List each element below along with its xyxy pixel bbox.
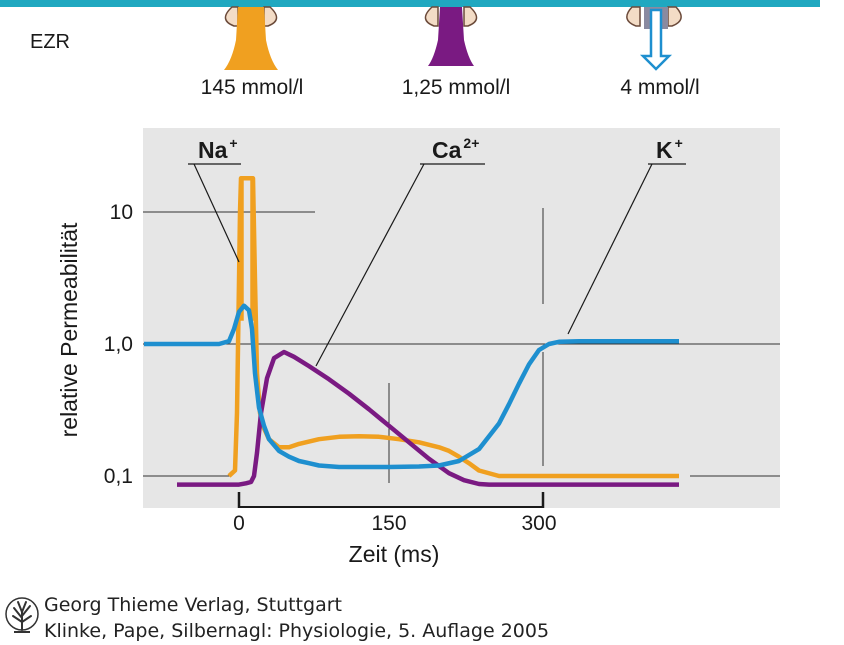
na-channel	[224, 6, 278, 70]
x-axis-label: Zeit (ms)	[349, 541, 440, 567]
grid	[143, 208, 780, 483]
ca-concentration: 1,25 mmol/l	[402, 76, 511, 99]
na-concentration: 145 mmol/l	[201, 76, 304, 99]
series-line-ca	[177, 349, 679, 487]
y-axis-label: relative Permeabilität	[56, 222, 82, 437]
ion-leader-line	[315, 163, 425, 367]
credit-line-2: Klinke, Pape, Silbernagl: Physiologie, 5…	[44, 620, 550, 642]
publisher-logo	[5, 597, 39, 633]
x-tick-label: 300	[521, 512, 556, 535]
k-outflow-arrow	[639, 8, 673, 71]
ion-leader-line	[193, 163, 240, 263]
x-tick-label: 150	[371, 512, 406, 535]
series-line-k	[144, 303, 679, 470]
y-tick-label: 0,1	[104, 465, 133, 488]
series-lines	[144, 176, 679, 487]
y-tick-label: 1,0	[104, 333, 133, 356]
ca-channel	[424, 6, 478, 66]
x-tick-label: 0	[233, 512, 245, 535]
y-tick-label: 10	[110, 201, 133, 224]
ezr-label: EZR	[30, 31, 70, 53]
ticks: 0,1 1,0 10 0 150 300	[104, 201, 557, 535]
k-channel	[626, 6, 682, 71]
k-concentration: 4 mmol/l	[620, 76, 699, 99]
membrane-line	[0, 0, 820, 7]
membrane-diagram: EZR 145 mmol/l 1,25 mmol/l 4 mmol/l	[0, 0, 820, 99]
ion-leader-line	[567, 163, 653, 335]
permeability-figure: EZR 145 mmol/l 1,25 mmol/l 4 mmol/l Na + C…	[0, 0, 820, 567]
credit-line-1: Georg Thieme Verlag, Stuttgart	[44, 594, 342, 616]
